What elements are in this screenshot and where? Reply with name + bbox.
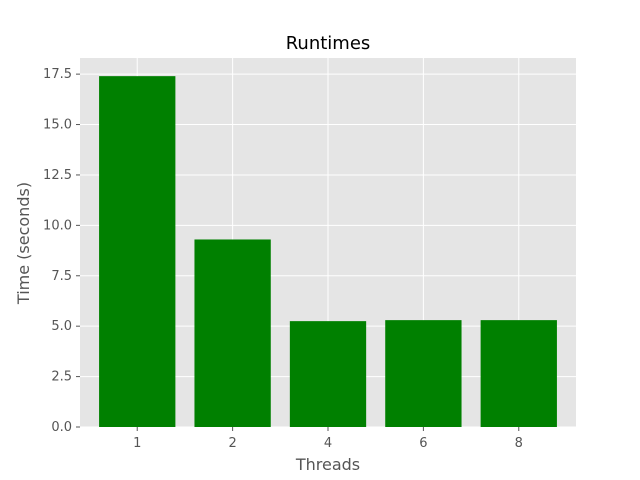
x-tick-label: 8: [515, 436, 523, 451]
x-tick-label: 6: [419, 436, 427, 451]
x-axis-label: Threads: [295, 455, 360, 474]
y-tick-label: 2.5: [51, 370, 72, 385]
y-tick-label: 10.0: [43, 218, 72, 233]
x-tick-label: 4: [324, 436, 332, 451]
y-axis-label: Time (seconds): [14, 182, 33, 305]
bar-threads-6: [385, 320, 462, 427]
y-tick-label: 15.0: [43, 118, 72, 133]
axis-ticks: 0.0 2.5 5.0 7.5 10.0 12.5 15.0 17.5 1 2 4 6 8: [43, 67, 523, 451]
bar-threads-2: [194, 239, 271, 427]
y-tick-label: 12.5: [43, 168, 72, 183]
y-tick-label: 7.5: [51, 269, 72, 284]
y-tick-label: 5.0: [51, 319, 72, 334]
bar-threads-1: [99, 76, 176, 428]
bar-threads-4: [289, 321, 367, 427]
chart-frame: 0.0 2.5 5.0 7.5 10.0 12.5 15.0 17.5 1 2 4 6 8: [43, 58, 576, 451]
x-tick-label: 1: [133, 436, 141, 451]
chart-title: Runtimes: [286, 33, 371, 54]
x-tick-label: 2: [228, 436, 236, 451]
bar-threads-8: [480, 320, 557, 427]
y-tick-label: 17.5: [43, 67, 72, 82]
bars: [99, 76, 557, 428]
y-tick-label: 0.0: [51, 420, 72, 435]
